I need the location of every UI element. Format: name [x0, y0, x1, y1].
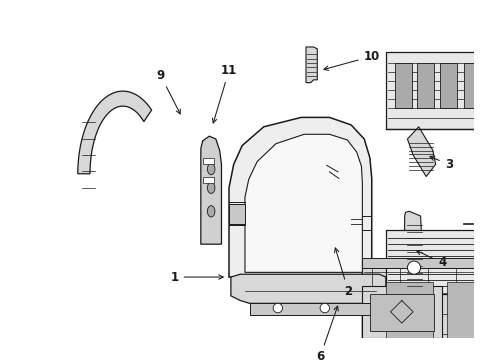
Circle shape: [273, 303, 282, 313]
Polygon shape: [230, 274, 385, 303]
Circle shape: [407, 261, 420, 274]
Text: 2: 2: [334, 248, 352, 298]
Polygon shape: [362, 261, 488, 360]
Text: 12: 12: [0, 359, 1, 360]
Polygon shape: [362, 258, 488, 268]
Ellipse shape: [207, 163, 215, 175]
Text: 14: 14: [0, 359, 1, 360]
Text: 13: 13: [0, 359, 1, 360]
Polygon shape: [244, 134, 362, 273]
Text: 9: 9: [156, 69, 180, 114]
Text: 1: 1: [170, 271, 223, 284]
Bar: [385, 51, 488, 129]
Ellipse shape: [207, 206, 215, 217]
Bar: [482, 207, 488, 211]
Polygon shape: [249, 303, 371, 315]
Bar: [439, 63, 456, 108]
Polygon shape: [228, 117, 371, 277]
Bar: [385, 230, 488, 294]
Bar: [228, 204, 244, 224]
Text: 11: 11: [212, 64, 237, 123]
Text: 6: 6: [315, 306, 338, 360]
Bar: [394, 63, 411, 108]
Text: 10: 10: [323, 50, 379, 70]
Bar: [203, 158, 214, 165]
Bar: [369, 294, 433, 330]
Text: 5: 5: [0, 359, 1, 360]
Text: 4: 4: [416, 251, 446, 270]
Bar: [203, 176, 214, 183]
Bar: [362, 287, 441, 338]
Text: 7: 7: [0, 359, 1, 360]
Polygon shape: [78, 91, 151, 174]
Polygon shape: [305, 47, 317, 83]
Text: 8: 8: [0, 359, 1, 360]
Polygon shape: [201, 136, 221, 244]
Bar: [385, 282, 432, 338]
Bar: [463, 63, 480, 108]
Text: 3: 3: [429, 156, 452, 171]
Bar: [416, 63, 433, 108]
Circle shape: [320, 303, 329, 313]
Polygon shape: [404, 211, 424, 296]
Ellipse shape: [207, 182, 215, 193]
Polygon shape: [407, 127, 435, 176]
Bar: [446, 282, 488, 338]
